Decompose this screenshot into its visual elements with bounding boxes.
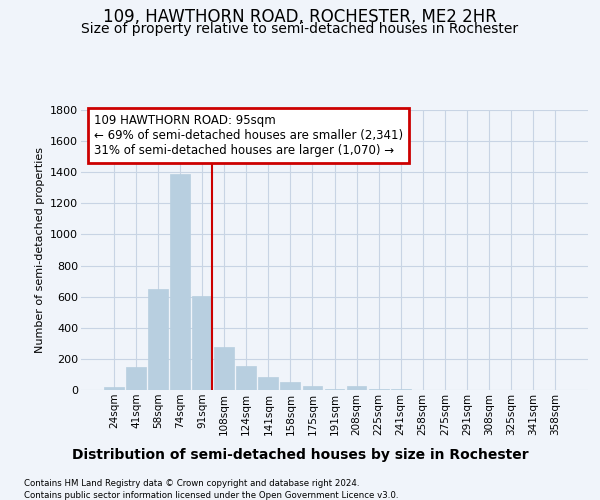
Bar — [126, 367, 146, 390]
Bar — [280, 382, 301, 390]
Text: 109 HAWTHORN ROAD: 95sqm
← 69% of semi-detached houses are smaller (2,341)
31% o: 109 HAWTHORN ROAD: 95sqm ← 69% of semi-d… — [94, 114, 403, 157]
Bar — [325, 389, 344, 390]
Bar — [148, 289, 168, 390]
Bar — [259, 377, 278, 390]
Bar — [347, 386, 367, 390]
Text: Contains HM Land Registry data © Crown copyright and database right 2024.: Contains HM Land Registry data © Crown c… — [24, 479, 359, 488]
Text: Distribution of semi-detached houses by size in Rochester: Distribution of semi-detached houses by … — [71, 448, 529, 462]
Bar — [236, 366, 256, 390]
Y-axis label: Number of semi-detached properties: Number of semi-detached properties — [35, 147, 44, 353]
Bar — [368, 389, 389, 390]
Text: Contains public sector information licensed under the Open Government Licence v3: Contains public sector information licen… — [24, 491, 398, 500]
Bar — [192, 296, 212, 390]
Text: Size of property relative to semi-detached houses in Rochester: Size of property relative to semi-detach… — [82, 22, 518, 36]
Bar — [214, 347, 234, 390]
Bar — [104, 387, 124, 390]
Text: 109, HAWTHORN ROAD, ROCHESTER, ME2 2HR: 109, HAWTHORN ROAD, ROCHESTER, ME2 2HR — [103, 8, 497, 26]
Bar — [391, 389, 410, 390]
Bar — [170, 174, 190, 390]
Bar — [302, 386, 322, 390]
